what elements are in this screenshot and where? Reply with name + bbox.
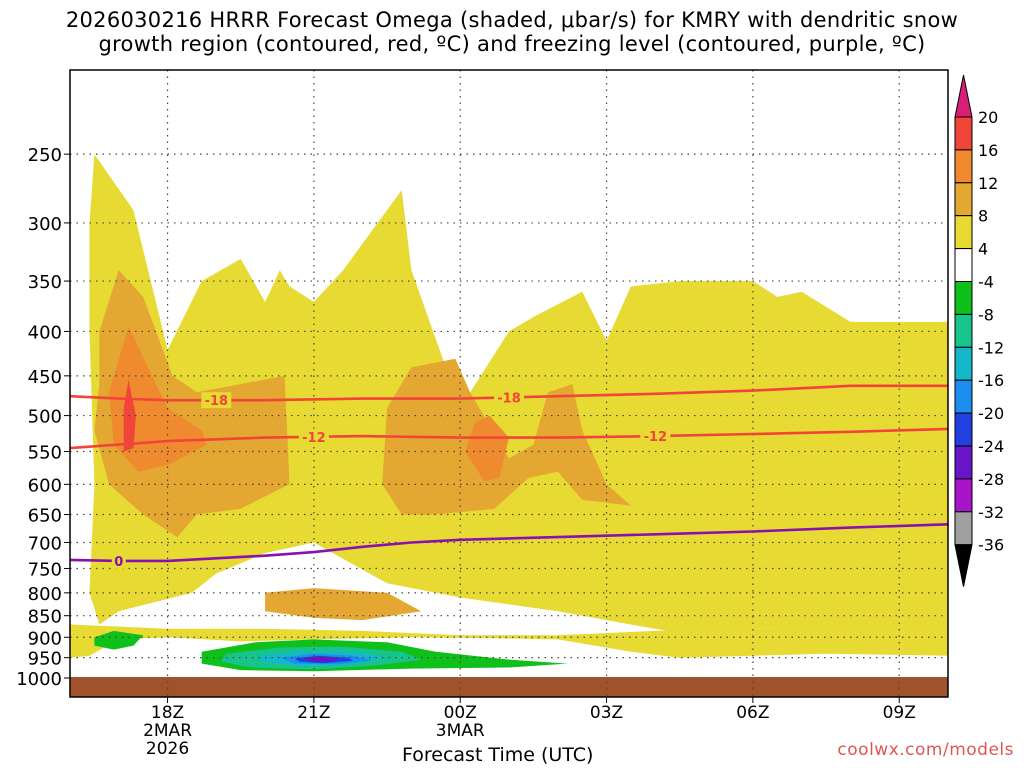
x-tick-label-00Z-1: 3MAR — [436, 721, 485, 741]
y-tick-label-250: 250 — [28, 145, 62, 166]
x-tick-label-03Z-0: 03Z — [590, 703, 623, 723]
contour-label-0-1: -18 — [497, 391, 521, 406]
colorbar-label-6: -8 — [978, 305, 994, 324]
x-tick-label-18Z-1: 2MAR — [143, 721, 192, 741]
y-tick-label-1000: 1000 — [16, 669, 62, 690]
contour-label-1-0: -12 — [302, 431, 326, 446]
colorbar-label-11: -28 — [978, 470, 1004, 489]
colorbar-swatch-4 — [954, 248, 973, 283]
y-tick-label-650: 650 — [28, 506, 62, 527]
contour-line-1 — [70, 427, 948, 450]
colorbar-label-10: -24 — [978, 437, 1004, 456]
omega-region-8 — [94, 630, 144, 650]
contour-label-bg-0-1 — [494, 389, 524, 406]
colorbar-label-5: -4 — [978, 273, 994, 292]
colorbar-bottom-arrow — [954, 544, 973, 587]
colorbar-swatch-9 — [954, 412, 973, 447]
colorbar-label-13: -36 — [978, 536, 1004, 555]
colorbar-swatch-3 — [954, 215, 973, 250]
colorbar-swatch-0 — [954, 116, 973, 151]
y-tick-label-800: 800 — [28, 584, 62, 605]
contour-label-2-0: 0 — [114, 555, 123, 570]
contour-label-bg-0-0 — [201, 392, 232, 409]
colorbar-label-7: -12 — [978, 338, 1004, 357]
omega-region-1 — [70, 624, 948, 658]
colorbar-label-4: 4 — [978, 240, 988, 259]
colorbar-swatch-7 — [954, 346, 973, 381]
contour-label-bg-1-0 — [298, 428, 329, 445]
contour-label-bg-1-1 — [640, 428, 671, 445]
contour-label-1-1: -12 — [644, 430, 668, 445]
grid-lines — [70, 70, 948, 697]
y-tick-label-950: 950 — [28, 649, 62, 670]
y-tick-label-450: 450 — [28, 367, 62, 388]
contour-label-bg-2-0 — [111, 552, 126, 569]
contour-line-0 — [70, 384, 948, 402]
plot-frame — [69, 69, 949, 698]
contour-line-2 — [70, 523, 948, 563]
colorbar-label-9: -20 — [978, 404, 1004, 423]
colorbar-label-12: -32 — [978, 503, 1004, 522]
x-tick-label-18Z-2: 2026 — [146, 739, 189, 759]
omega-region-4 — [265, 588, 422, 621]
omega-region-14 — [304, 656, 339, 662]
chart-title: 2026030216 HRRR Forecast Omega (shaded, … — [0, 8, 1024, 56]
omega-region-6 — [465, 415, 509, 482]
x-tick-label-06Z-0: 06Z — [736, 703, 769, 723]
x-tick-label-18Z-0: 18Z — [151, 703, 184, 723]
colorbar-swatch-1 — [954, 149, 973, 184]
y-tick-label-500: 500 — [28, 407, 62, 428]
colorbar-label-8: -16 — [978, 371, 1004, 390]
y-tick-label-850: 850 — [28, 607, 62, 628]
colorbar-swatch-12 — [954, 511, 973, 546]
x-tick-label-00Z-0: 00Z — [444, 703, 477, 723]
contour-label-0-0: -18 — [205, 394, 229, 409]
y-axis-ticks: 2503003504004505005506006507007508008509… — [16, 145, 70, 690]
contours: -18 -18 -12 -12 0 — [70, 384, 948, 570]
y-tick-label-750: 750 — [28, 560, 62, 581]
y-tick-label-700: 700 — [28, 533, 62, 554]
y-tick-label-300: 300 — [28, 214, 62, 235]
colorbar-label-1: 16 — [978, 141, 998, 160]
colorbar-swatch-11 — [954, 478, 973, 513]
chart-title-line-2: growth region (contoured, red, ºC) and f… — [98, 32, 926, 56]
colorbar-label-2: 12 — [978, 174, 998, 193]
colorbar-swatch-6 — [954, 313, 973, 348]
colorbar-swatch-8 — [954, 379, 973, 414]
x-axis-label: Forecast Time (UTC) — [402, 744, 594, 766]
x-tick-label-21Z-0: 21Z — [297, 703, 330, 723]
colorbar-label-0: 20 — [978, 108, 998, 127]
y-tick-label-600: 600 — [28, 475, 62, 496]
y-tick-label-350: 350 — [28, 272, 62, 293]
chart-title-line-1: 2026030216 HRRR Forecast Omega (shaded, … — [65, 8, 959, 32]
ground-strip — [70, 677, 948, 697]
colorbar-swatch-2 — [954, 182, 973, 217]
y-tick-label-550: 550 — [28, 443, 62, 464]
x-tick-label-09Z-0: 09Z — [883, 703, 916, 723]
colorbar-swatch-10 — [954, 445, 973, 480]
credit-link[interactable]: coolwx.com/models — [837, 740, 1014, 760]
colorbar-label-3: 8 — [978, 207, 988, 226]
y-tick-label-900: 900 — [28, 628, 62, 649]
colorbar-swatch-5 — [954, 281, 973, 315]
colorbar-top-arrow — [954, 74, 973, 118]
colorbar: 20 16 12 8 4 -4 -8 -12 -16 -20 -24 -28 -32 -36 — [954, 74, 1004, 587]
y-tick-label-400: 400 — [28, 322, 62, 343]
omega-shading — [70, 154, 948, 672]
